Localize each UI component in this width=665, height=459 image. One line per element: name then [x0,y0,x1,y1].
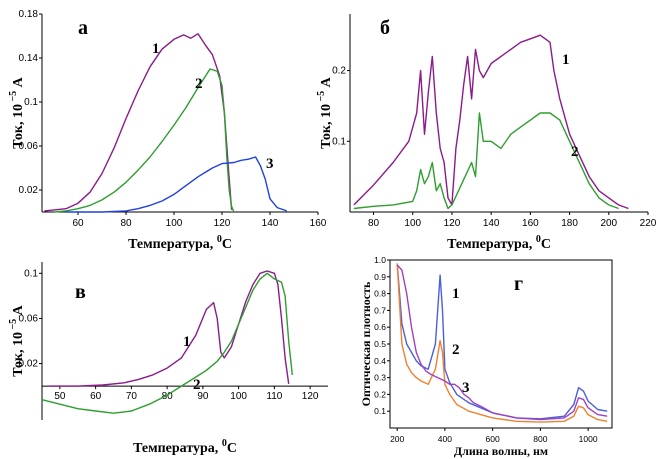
x-axis-title: Температура, 0C [447,234,551,252]
series-line-2 [53,68,235,213]
y-tick-label: 0.2 [374,389,386,399]
x-tick-label: 60 [90,391,102,402]
x-tick-label: 120 [302,391,319,402]
series-line-3 [396,264,608,421]
x-tick-label: 80 [162,391,174,402]
series-label-3: 3 [462,380,470,396]
series-label-3: 3 [266,156,274,172]
y-tick-label: 0.9 [374,272,386,282]
y-axis-title: Ток, 10 −5 А [8,304,26,376]
x-tick-label: 600 [486,434,500,444]
y-tick-label: 0.2 [332,66,346,77]
series-line-1 [353,34,629,210]
x-tick-label: 200 [390,434,404,444]
x-tick-label: 220 [640,218,657,229]
x-tick-label: 400 [438,434,452,444]
series-label-1: 1 [452,286,460,302]
series-label-2: 2 [452,342,460,358]
series-line-1 [396,263,608,420]
y-tick-label: 0.1 [332,136,346,147]
y-tick-label: 0.06 [19,313,39,324]
chart-panel-v: 50 60 70 80 90 100 110 120 0.02 0.06 0.1 1 2 в Темпера… [8,262,328,456]
chart-panel-g: 200 400 600 800 1000 0.1 0.2 0.3 0.4 0.5 0.6 0.7 0.8… [359,255,613,458]
x-tick-label: 140 [483,218,500,229]
x-tick-label: 180 [561,218,578,229]
x-tick-label: 70 [126,391,138,402]
y-tick-label: 0.4 [374,356,386,366]
y-axis-title: Ток, 10 −5 А [8,76,26,148]
series-line-2 [353,112,619,210]
series-label-2: 2 [195,76,203,92]
y-tick-label: 0.02 [19,359,39,370]
y-tick-label: 0.6 [374,322,386,332]
chart-panel-a: 60 80 100 120 140 160 0.02 0.06 0.1 0.14 0.18 1 2 3 а Т… [8,9,327,252]
series-label-2: 2 [193,377,201,393]
y-tick-label: 1.0 [374,255,386,265]
panel-letter: а [78,17,88,39]
y-tick-label: 0.8 [374,289,386,299]
x-tick-label: 80 [120,218,132,229]
x-tick-label: 80 [368,218,380,229]
x-axis-title: Температура, 0C [133,438,237,456]
panel-letter: б [380,17,390,39]
series-line-1 [49,270,290,387]
y-tick-label: 0.06 [19,141,39,152]
series-line-3 [66,156,288,213]
series-label-1: 1 [562,52,570,68]
x-tick-label: 160 [522,218,539,229]
panel-letter: в [75,281,86,303]
series-label-1: 1 [183,334,191,350]
y-tick-label: 0.1 [374,406,386,416]
x-tick-label: 50 [54,391,66,402]
series-line-1 [44,33,233,212]
series-label-1: 1 [152,41,160,57]
y-tick-label: 0.5 [374,339,386,349]
y-tick-label: 0.7 [374,305,386,315]
x-tick-label: 100 [230,391,247,402]
x-tick-label: 140 [262,218,279,229]
x-tick-label: 100 [166,218,183,229]
y-axis-title: Оптическая плотность [359,281,373,406]
x-tick-label: 90 [197,391,209,402]
x-tick-label: 110 [266,391,282,402]
plot-frame [389,259,613,429]
x-axis-title: Температура, 0C [128,234,232,252]
series-line-2 [396,263,608,423]
x-tick-label: 200 [600,218,617,229]
chart-panel-b: 80 100 120 140 160 180 200 220 0.1 0.2 1 2 б Температ… [316,14,657,252]
series-label-2: 2 [571,144,579,160]
panel-letter: г [514,273,523,295]
y-tick-label: 0.18 [19,9,39,20]
x-tick-label: 120 [444,218,461,229]
x-tick-label: 1000 [579,434,598,444]
y-tick-label: 0.1 [24,97,38,108]
y-tick-label: 0.3 [374,373,386,383]
x-tick-label: 60 [72,218,84,229]
x-tick-label: 120 [214,218,231,229]
y-tick-label: 0.14 [19,53,39,64]
y-tick-label: 0.1 [24,268,38,279]
x-tick-label: 100 [404,218,421,229]
y-axis-title: Ток, 10 −5 А [316,76,334,148]
x-tick-label: 800 [533,434,547,444]
series-line-2 [41,272,293,414]
y-tick-label: 0.02 [19,185,39,196]
x-axis-title: Длина волны, нм [454,444,548,458]
x-tick-label: 160 [310,218,327,229]
